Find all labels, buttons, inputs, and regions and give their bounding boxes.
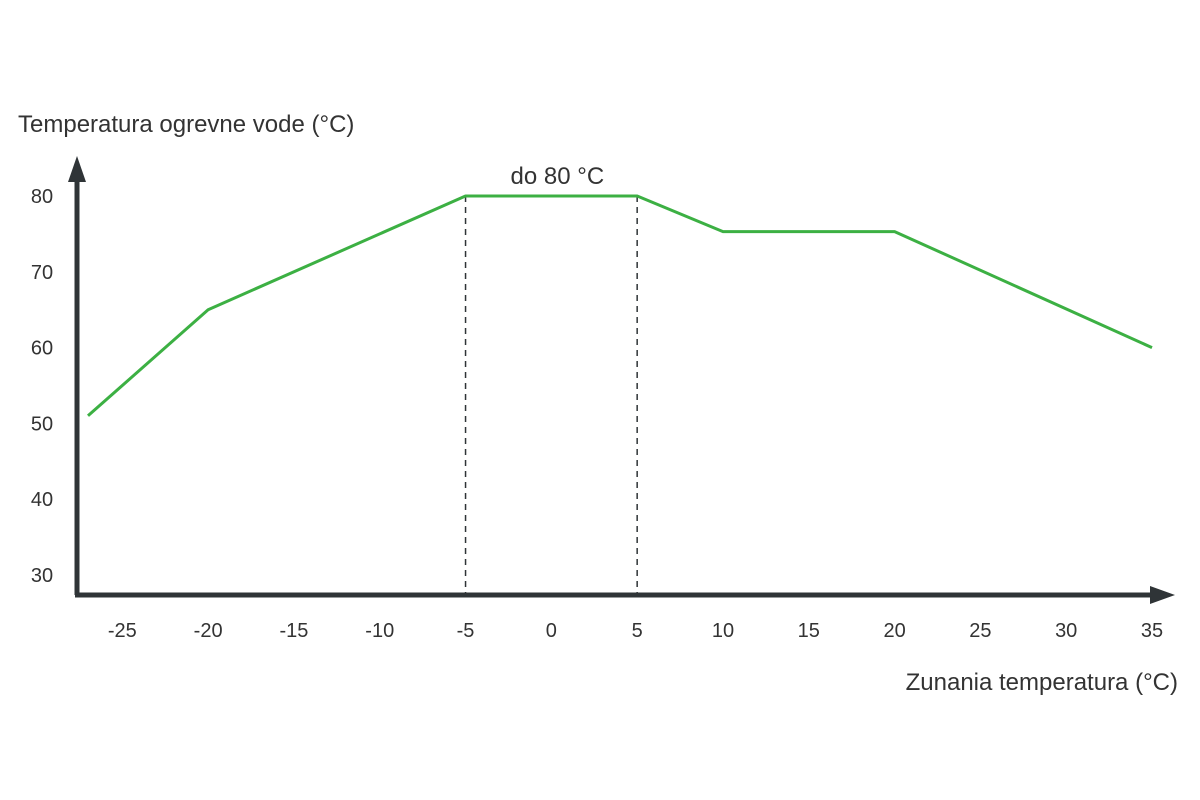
x-tick-label: 0 [546,620,557,642]
reference-lines [464,196,638,595]
x-tick-label: -15 [279,620,308,642]
x-tick-label: 25 [969,620,991,642]
x-tick-labels: -25 -20 -15 -10 -5 0 5 10 15 20 25 30 35 [108,620,1163,642]
axes [68,156,1175,604]
x-axis-title: Zunania temperatura (°C) [906,669,1178,696]
y-tick-label: 60 [31,338,53,360]
series-line [87,194,1153,417]
x-tick-label: -5 [457,620,475,642]
y-tick-label: 40 [31,489,53,511]
y-tick-label: 70 [31,262,53,284]
x-tick-label: 15 [798,620,820,642]
y-axis-title: Temperatura ogrevne vode (°C) [18,111,354,138]
series-group [87,194,1153,417]
x-tick-label: -10 [365,620,394,642]
y-tick-label: 50 [31,413,53,435]
x-tick-label: 5 [632,620,643,642]
x-tick-label: 30 [1055,620,1077,642]
x-tick-label: 20 [883,620,905,642]
x-tick-label: -20 [194,620,223,642]
y-axis-arrow [68,156,86,182]
x-tick-label: -25 [108,620,137,642]
y-tick-label: 30 [31,565,53,587]
x-axis-arrow [1150,586,1175,604]
max-temperature-annotation: do 80 °C [511,163,605,190]
y-tick-label: 80 [31,186,53,208]
x-tick-label: 35 [1141,620,1163,642]
y-tick-labels: 30 40 50 60 70 80 [31,186,53,587]
x-tick-label: 10 [712,620,734,642]
